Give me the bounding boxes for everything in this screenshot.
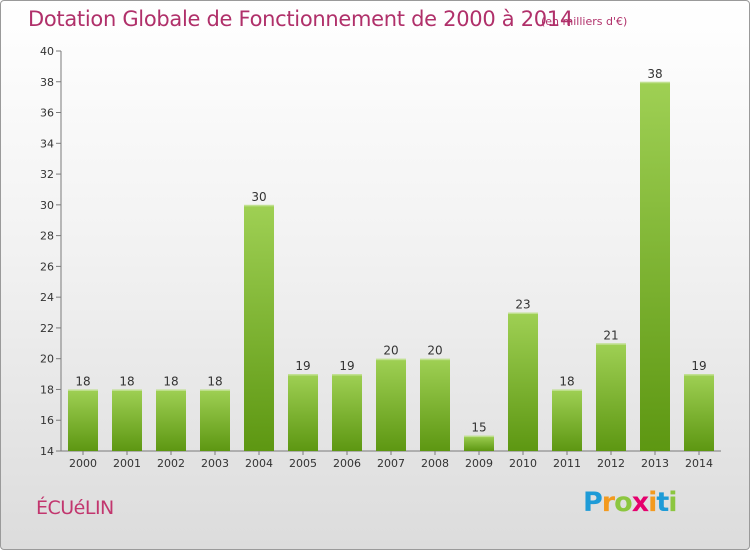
proxiti-logo[interactable]: Proxiti	[583, 487, 678, 518]
bar-2011	[552, 389, 582, 451]
x-tick-label: 2012	[597, 457, 625, 470]
y-tick-label: 30	[40, 199, 54, 212]
bar-value-label: 18	[119, 374, 134, 388]
bar-value-label: 20	[383, 344, 398, 358]
bar-2012	[596, 343, 626, 451]
bar-top-highlight	[684, 374, 714, 376]
bar-value-label: 18	[75, 374, 90, 388]
x-tick-label: 2002	[157, 457, 185, 470]
logo-letter: x	[631, 487, 649, 518]
y-tick-label: 26	[40, 260, 54, 273]
bar-value-label: 19	[339, 359, 354, 373]
bar-value-label: 21	[603, 328, 618, 342]
bar-value-label: 19	[691, 359, 706, 373]
bar-top-highlight	[68, 389, 98, 391]
bar-value-label: 38	[647, 67, 662, 81]
bar-2013	[640, 81, 670, 452]
y-tick-label: 32	[40, 168, 54, 181]
chart-title: Dotation Globale de Fonctionnement de 20…	[28, 7, 573, 31]
y-tick-label: 16	[40, 414, 54, 427]
x-tick-label: 2010	[509, 457, 537, 470]
bar-top-highlight	[596, 343, 626, 345]
x-tick-label: 2014	[685, 457, 713, 470]
y-tick-label: 28	[40, 230, 54, 243]
x-tick-label: 2011	[553, 457, 581, 470]
bar-2008	[420, 358, 450, 451]
y-tick-label: 14	[40, 445, 54, 458]
bar-top-highlight	[244, 204, 274, 207]
x-tick-label: 2005	[289, 457, 317, 470]
logo-letter: t	[656, 487, 669, 518]
x-tick-label: 2008	[421, 457, 449, 470]
bar-2004	[244, 204, 274, 451]
x-tick-label: 2006	[333, 457, 361, 470]
x-tick-label: 2004	[245, 457, 273, 470]
bar-top-highlight	[376, 358, 406, 361]
bar-value-label: 20	[427, 344, 442, 358]
logo-letter: i	[648, 487, 657, 518]
bar-2014	[684, 374, 714, 451]
bar-2009	[464, 435, 494, 451]
y-tick-label: 36	[40, 107, 54, 120]
logo-letter: P	[583, 487, 603, 518]
bar-value-label: 18	[559, 374, 574, 388]
bar-top-highlight	[464, 435, 494, 438]
y-tick-label: 34	[40, 137, 54, 150]
bar-top-highlight	[552, 389, 582, 391]
bar-value-label: 19	[295, 359, 310, 373]
bar-value-label: 23	[515, 298, 530, 312]
bar-2000	[68, 389, 98, 451]
commune-name: ÉCUéLIN	[36, 497, 114, 519]
bar-2001	[112, 389, 142, 451]
y-tick-label: 22	[40, 322, 54, 335]
bar-2002	[156, 389, 186, 451]
bar-top-highlight	[332, 374, 362, 376]
bar-top-highlight	[112, 389, 142, 391]
axes: 14 16 18 20 22 24 26 28 30 32 34 36 38 40 2000 2001 2002…	[40, 45, 721, 470]
bar-value-label: 18	[207, 374, 222, 388]
y-tick-label: 18	[40, 383, 54, 396]
bar-top-highlight	[200, 389, 230, 391]
bar-value-label: 30	[251, 190, 266, 204]
bar-2005	[288, 374, 318, 451]
x-tick-label: 2003	[201, 457, 229, 470]
unit-label: (en milliers d'€)	[541, 15, 628, 28]
bar-top-highlight	[288, 374, 318, 376]
y-tick-label: 20	[40, 353, 54, 366]
bar-top-highlight	[156, 389, 186, 391]
bar-top-highlight	[508, 312, 538, 315]
y-tick-label: 24	[40, 291, 54, 304]
logo-letter: r	[601, 487, 615, 518]
x-tick-label: 2000	[69, 457, 97, 470]
bars: 18 18 18 18 30 19 19 20 20 15 23 18 21 38 19	[68, 67, 714, 452]
x-tick-label: 2013	[641, 457, 669, 470]
y-tick-label: 40	[40, 45, 54, 58]
bar-2003	[200, 389, 230, 451]
bar-value-label: 18	[163, 374, 178, 388]
y-tick-label: 38	[40, 76, 54, 89]
bar-value-label: 15	[471, 421, 486, 435]
bar-top-highlight	[420, 358, 450, 361]
x-tick-label: 2001	[113, 457, 141, 470]
logo-letter: o	[614, 487, 633, 518]
bar-2010	[508, 312, 538, 451]
x-tick-label: 2007	[377, 457, 405, 470]
x-tick-label: 2009	[465, 457, 493, 470]
bar-top-highlight	[640, 81, 670, 84]
logo-letter: i	[668, 487, 677, 518]
bar-2006	[332, 374, 362, 451]
bar-2007	[376, 358, 406, 451]
